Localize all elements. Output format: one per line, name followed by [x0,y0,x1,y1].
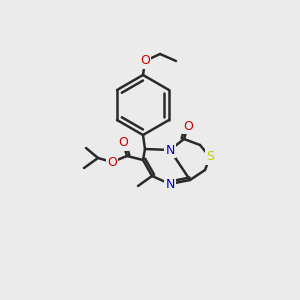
Text: N: N [165,178,175,190]
Text: O: O [118,136,128,149]
Text: S: S [206,151,214,164]
Text: O: O [183,119,193,133]
Text: N: N [165,143,175,157]
Text: O: O [140,55,150,68]
Text: O: O [107,155,117,169]
